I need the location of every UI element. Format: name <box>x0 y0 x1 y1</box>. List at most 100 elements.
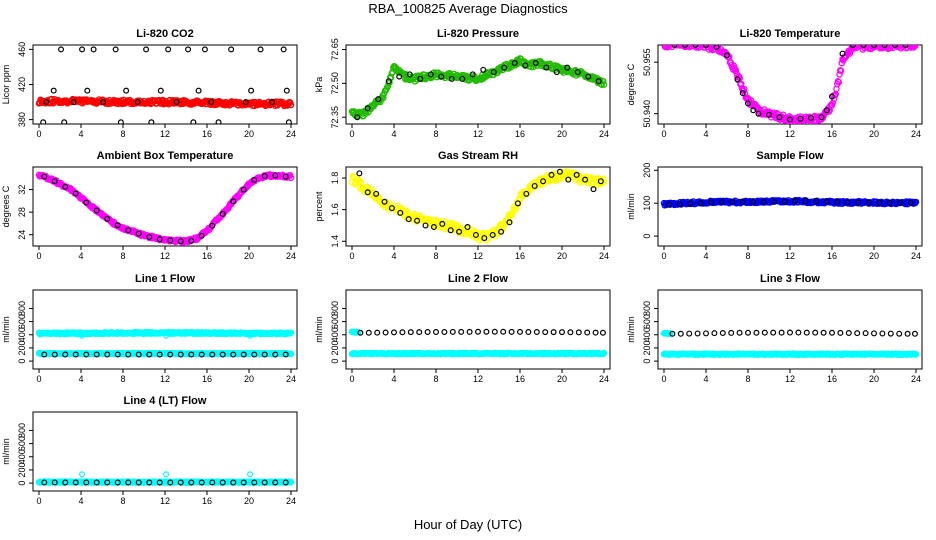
data-point <box>198 479 205 486</box>
x-tick-label: 20 <box>557 251 567 261</box>
y-tick-label: 50.955 <box>642 48 652 76</box>
data-point <box>776 114 783 121</box>
x-tick-label: 8 <box>120 251 125 261</box>
data-point <box>356 170 363 177</box>
data-point <box>694 330 701 337</box>
data-point <box>902 45 909 48</box>
data-point <box>558 329 565 336</box>
data-point <box>719 330 726 337</box>
plot-area <box>660 196 920 209</box>
y-tick-label: 1.4 <box>330 235 340 248</box>
x-tick-label: 16 <box>202 374 212 384</box>
series-3 <box>79 471 254 478</box>
data-point <box>695 45 699 46</box>
data-point <box>892 45 898 48</box>
data-point <box>375 96 382 103</box>
data-point <box>857 45 864 48</box>
data-point <box>125 479 132 486</box>
y-tick-label: 800 <box>642 301 652 316</box>
series-1 <box>660 196 920 209</box>
data-point <box>427 71 434 78</box>
plot-area <box>35 46 295 124</box>
data-point <box>879 330 886 337</box>
data-point <box>691 45 695 46</box>
y-tick-label: 72.50 <box>330 72 340 95</box>
series-2 <box>666 197 914 208</box>
data-point <box>148 119 155 124</box>
x-tick-label: 12 <box>160 496 170 506</box>
data-point <box>542 329 549 336</box>
data-point <box>855 199 862 206</box>
y-tick-label: 0 <box>642 359 652 364</box>
data-point <box>744 100 751 107</box>
data-point <box>433 329 440 336</box>
data-point <box>556 168 563 175</box>
y-tick-label: 28 <box>17 207 27 217</box>
data-point <box>104 479 111 486</box>
data-point <box>697 200 704 207</box>
x-tick-label: 24 <box>911 129 921 139</box>
data-point <box>839 50 846 57</box>
data-point <box>230 479 237 486</box>
data-point <box>886 199 893 206</box>
x-tick-label: 0 <box>349 374 354 384</box>
data-point <box>671 45 678 48</box>
data-point <box>584 329 591 336</box>
data-point <box>765 111 772 118</box>
data-point <box>405 216 412 223</box>
x-tick-label: 16 <box>515 129 525 139</box>
data-point <box>813 198 820 205</box>
data-point <box>540 178 547 185</box>
data-point <box>854 330 861 337</box>
panel-title: Ambient Box Temperature <box>97 150 234 162</box>
data-point <box>516 328 523 335</box>
data-point <box>689 45 694 46</box>
x-tick-label: 4 <box>391 251 396 261</box>
data-point <box>728 329 735 336</box>
data-point <box>582 176 589 183</box>
data-point <box>508 328 515 335</box>
data-point <box>388 205 395 212</box>
x-tick-label: 4 <box>78 374 83 384</box>
panel-10: Line 4 (LT) Flow ml/min 0 4 8 12 16 20 24 0 200400… <box>1 395 298 506</box>
data-point <box>447 227 454 234</box>
data-point <box>531 182 538 189</box>
data-point <box>61 119 68 124</box>
x-tick-label: 20 <box>244 251 254 261</box>
data-point <box>163 471 170 478</box>
data-point <box>865 199 872 206</box>
data-point <box>40 119 47 124</box>
x-tick-label: 8 <box>120 129 125 139</box>
data-point <box>251 351 258 358</box>
x-tick-label: 20 <box>557 374 567 384</box>
data-point <box>90 46 97 53</box>
x-tick-label: 8 <box>745 129 750 139</box>
series-1 <box>35 328 295 338</box>
data-point <box>897 199 904 206</box>
data-point <box>134 99 141 106</box>
data-point <box>506 219 513 226</box>
x-tick-label: 20 <box>869 374 879 384</box>
data-point <box>79 46 86 53</box>
data-point <box>739 90 746 97</box>
panel-title: Line 1 Flow <box>135 273 195 285</box>
data-point <box>797 115 804 122</box>
data-point <box>600 349 608 357</box>
data-point <box>396 73 403 80</box>
y-tick-label: 400 <box>642 327 652 342</box>
data-point <box>188 479 195 486</box>
data-point <box>480 66 487 73</box>
y-tick-label: 400 <box>17 449 27 464</box>
data-point <box>786 329 793 336</box>
data-point <box>143 46 150 53</box>
x-tick-label: 0 <box>36 251 41 261</box>
data-point <box>167 351 174 358</box>
data-point <box>458 328 465 335</box>
series-1 <box>35 95 295 110</box>
x-tick-label: 0 <box>36 129 41 139</box>
x-tick-label: 12 <box>160 129 170 139</box>
data-point <box>188 351 195 358</box>
data-point <box>692 45 699 48</box>
data-point <box>760 198 767 205</box>
x-tick-label: 8 <box>745 251 750 261</box>
